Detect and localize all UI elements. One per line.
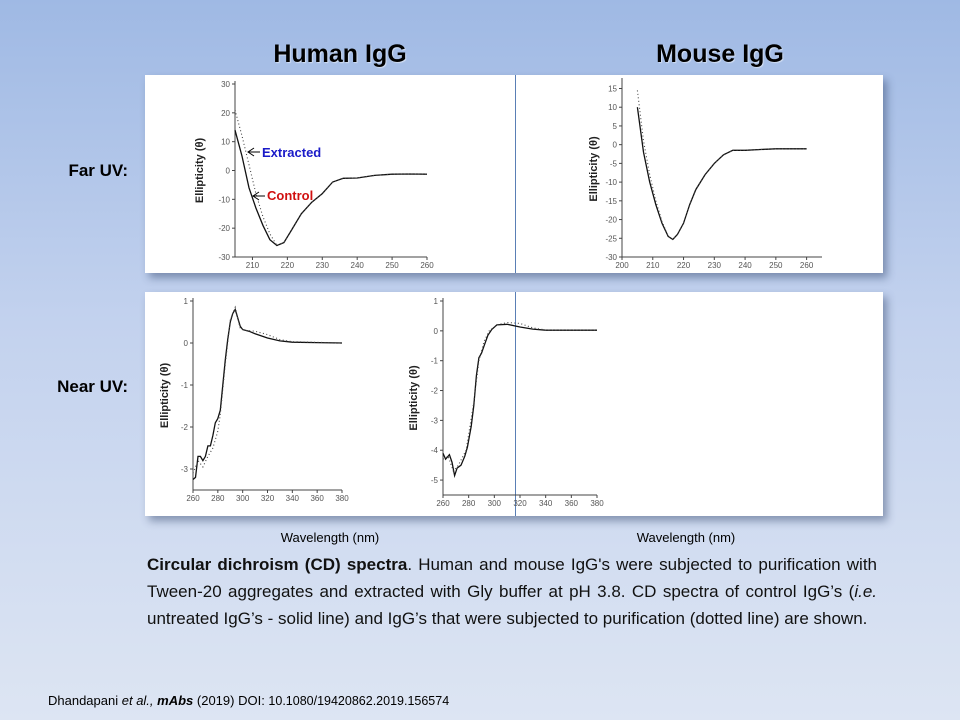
- y-tick-label: -30: [218, 253, 230, 262]
- y-tick-label: 0: [226, 167, 231, 176]
- y-tick-label: -3: [431, 416, 439, 425]
- y-tick-label: -2: [181, 423, 189, 432]
- column-title-mouse: Mouse IgG: [656, 40, 784, 68]
- series-control-line: [234, 129, 428, 247]
- x-tick-label: 260: [800, 261, 814, 270]
- caption-text-1: . Human and mouse IgG's were subjected t…: [147, 555, 877, 601]
- series-control-line: [192, 307, 343, 480]
- x-tick-label: 210: [246, 261, 260, 270]
- x-tick-label: 260: [186, 494, 200, 503]
- x-tick-label: 230: [316, 261, 330, 270]
- chart-mouse-far: 200 210 220 230 240 250 260 -30 -25 -20 -15 -10 -5 0 5…: [588, 78, 822, 270]
- y-tick-label: -4: [431, 446, 439, 455]
- y-tick-label: 20: [221, 109, 230, 118]
- x-tick-label: 320: [261, 494, 275, 503]
- x-tick-label: 360: [565, 499, 579, 508]
- y-tick-label: -3: [181, 465, 189, 474]
- x-tick-label: 250: [385, 261, 399, 270]
- y-tick-label: -2: [431, 387, 439, 396]
- series-extracted-line: [636, 90, 807, 241]
- series-extracted-line: [234, 109, 428, 247]
- figure-caption: Circular dichroism (CD) spectra. Human a…: [147, 551, 877, 632]
- x-tick-label: 300: [236, 494, 250, 503]
- y-tick-label: -20: [605, 216, 617, 225]
- chart-human-near: 260 280 300 320 340 360 380 -3 -2 -1 0 1 Ellipticity…: [159, 297, 349, 503]
- y-tick-label: -10: [605, 178, 617, 187]
- y-tick-label: -25: [605, 234, 617, 243]
- x-tick-label: 210: [646, 261, 660, 270]
- row-label-near-uv: Near UV:: [57, 377, 128, 396]
- y-tick-label: -15: [605, 197, 617, 206]
- x-tick-label: 380: [590, 499, 604, 508]
- series-control-line: [636, 107, 807, 241]
- x-tick-label: 260: [420, 261, 434, 270]
- x-tick-label: 240: [738, 261, 752, 270]
- y-axis-label: Ellipticity (θ): [408, 365, 420, 431]
- x-axis-label-mouse: Wavelength (nm): [636, 530, 736, 545]
- y-tick-label: -5: [610, 159, 618, 168]
- series-extracted-line: [442, 321, 598, 473]
- y-tick-label: 0: [434, 327, 439, 336]
- chart-human-far: 210 220 230 240 250 260 -30 -20 -10 0 10 20 30 Ellipt…: [194, 80, 434, 270]
- y-tick-label: 1: [434, 297, 439, 306]
- citation-author: Dhandapani: [48, 693, 122, 708]
- x-tick-label: 250: [769, 261, 783, 270]
- x-tick-label: 260: [436, 499, 450, 508]
- y-tick-label: -30: [605, 253, 617, 262]
- chart-annotations: Extracted Control: [247, 145, 321, 203]
- arrow-extracted-icon: [247, 147, 260, 157]
- x-tick-label: 200: [615, 261, 629, 270]
- x-tick-label: 230: [708, 261, 722, 270]
- x-tick-label: 240: [351, 261, 365, 270]
- caption-text-2: untreated IgG’s - solid line) and IgG’s …: [147, 609, 868, 628]
- series-control-line: [442, 323, 597, 479]
- y-tick-label: 0: [613, 141, 618, 150]
- x-tick-label: 380: [335, 494, 349, 503]
- citation: Dhandapani et al., mAbs (2019) DOI: 10.1…: [48, 693, 449, 708]
- far-uv-panel: [145, 75, 883, 273]
- citation-year: (2019) DOI:: [193, 693, 269, 708]
- caption-title: Circular dichroism (CD) spectra: [147, 555, 408, 574]
- chart-mouse-near: 260 280 300 320 340 360 380 -5 -4 -3 -2 -1 0 1 Ellipti…: [408, 297, 604, 508]
- x-tick-label: 220: [677, 261, 691, 270]
- citation-journal: mAbs: [157, 693, 194, 708]
- x-tick-label: 280: [211, 494, 225, 503]
- arrow-control-icon: [252, 191, 265, 201]
- far-uv-divider: [515, 75, 516, 273]
- x-tick-label: 320: [513, 499, 527, 508]
- x-axis-label-human: Wavelength (nm): [280, 530, 380, 545]
- y-tick-label: 15: [608, 84, 617, 93]
- y-axis-label: Ellipticity (θ): [588, 136, 600, 202]
- y-axis-label: Ellipticity (θ): [194, 138, 206, 204]
- near-uv-divider: [515, 292, 516, 516]
- y-tick-label: 0: [184, 339, 189, 348]
- y-axis-label: Ellipticity (θ): [159, 363, 171, 429]
- row-label-far-uv: Far UV:: [68, 161, 128, 180]
- y-tick-label: -1: [181, 381, 189, 390]
- caption-italic: i.e.: [854, 582, 877, 601]
- x-tick-label: 280: [462, 499, 476, 508]
- y-tick-label: -5: [431, 476, 439, 485]
- y-tick-label: 1: [184, 297, 189, 306]
- column-title-human: Human IgG: [273, 40, 407, 68]
- x-tick-label: 340: [286, 494, 300, 503]
- y-tick-label: -20: [218, 224, 230, 233]
- y-tick-label: 30: [221, 80, 230, 89]
- x-tick-label: 220: [281, 261, 295, 270]
- near-uv-panel: [145, 292, 883, 516]
- y-tick-label: 10: [608, 103, 617, 112]
- citation-doi[interactable]: 10.1080/19420862.2019.156574: [268, 694, 450, 708]
- annotation-control: Control: [267, 188, 313, 203]
- y-tick-label: 10: [221, 138, 230, 147]
- y-tick-label: -1: [431, 357, 439, 366]
- annotation-extracted: Extracted: [262, 145, 321, 160]
- citation-etal: et al.,: [121, 693, 154, 708]
- y-tick-label: -10: [218, 195, 230, 204]
- y-tick-label: 5: [613, 122, 618, 131]
- x-tick-label: 300: [488, 499, 502, 508]
- series-extracted-line: [192, 305, 343, 474]
- x-tick-label: 360: [310, 494, 324, 503]
- x-tick-label: 340: [539, 499, 553, 508]
